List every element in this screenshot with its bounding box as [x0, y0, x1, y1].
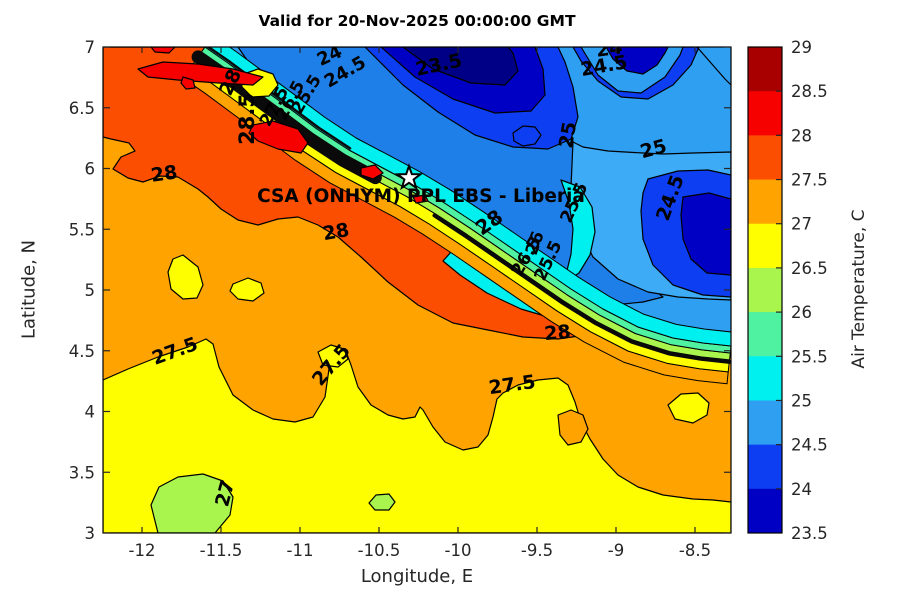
svg-text:-10.5: -10.5 [358, 541, 401, 560]
svg-text:-11.5: -11.5 [200, 541, 243, 560]
plot-title: Valid for 20-Nov-2025 00:00:00 GMT [258, 12, 576, 30]
svg-text:28: 28 [543, 321, 571, 345]
svg-text:24.5: 24.5 [791, 436, 828, 455]
x-axis-label: Longitude, E [360, 566, 474, 587]
svg-text:CSA (ONHYM) PPL EBS - Liberia: CSA (ONHYM) PPL EBS - Liberia [257, 186, 585, 207]
svg-text:5: 5 [85, 281, 96, 300]
svg-text:23.5: 23.5 [791, 524, 828, 543]
svg-text:3: 3 [85, 524, 96, 543]
svg-text:4.5: 4.5 [69, 342, 95, 361]
svg-text:-9: -9 [608, 541, 624, 560]
svg-text:6.5: 6.5 [69, 99, 95, 118]
svg-text:-11: -11 [287, 541, 314, 560]
svg-text:28.5: 28.5 [235, 93, 259, 145]
svg-text:-10: -10 [445, 541, 472, 560]
svg-text:26.5: 26.5 [791, 259, 828, 278]
svg-text:29: 29 [791, 38, 812, 57]
svg-text:3.5: 3.5 [69, 463, 95, 482]
svg-text:7: 7 [85, 38, 96, 57]
svg-text:24: 24 [791, 480, 812, 499]
svg-text:-8.5: -8.5 [679, 541, 711, 560]
svg-text:28: 28 [791, 126, 812, 145]
svg-text:27.5: 27.5 [791, 171, 828, 190]
svg-text:28: 28 [150, 161, 179, 186]
svg-text:28: 28 [321, 219, 351, 245]
svg-text:28.5: 28.5 [791, 82, 828, 101]
svg-text:25.5: 25.5 [791, 347, 828, 366]
svg-text:-9.5: -9.5 [521, 541, 553, 560]
svg-text:26: 26 [791, 303, 812, 322]
svg-text:-12: -12 [129, 541, 156, 560]
svg-text:25: 25 [555, 120, 581, 150]
svg-text:25: 25 [791, 391, 812, 410]
svg-text:6: 6 [85, 160, 96, 179]
svg-text:4: 4 [85, 403, 96, 422]
svg-text:5.5: 5.5 [69, 220, 95, 239]
svg-text:27: 27 [791, 215, 812, 234]
